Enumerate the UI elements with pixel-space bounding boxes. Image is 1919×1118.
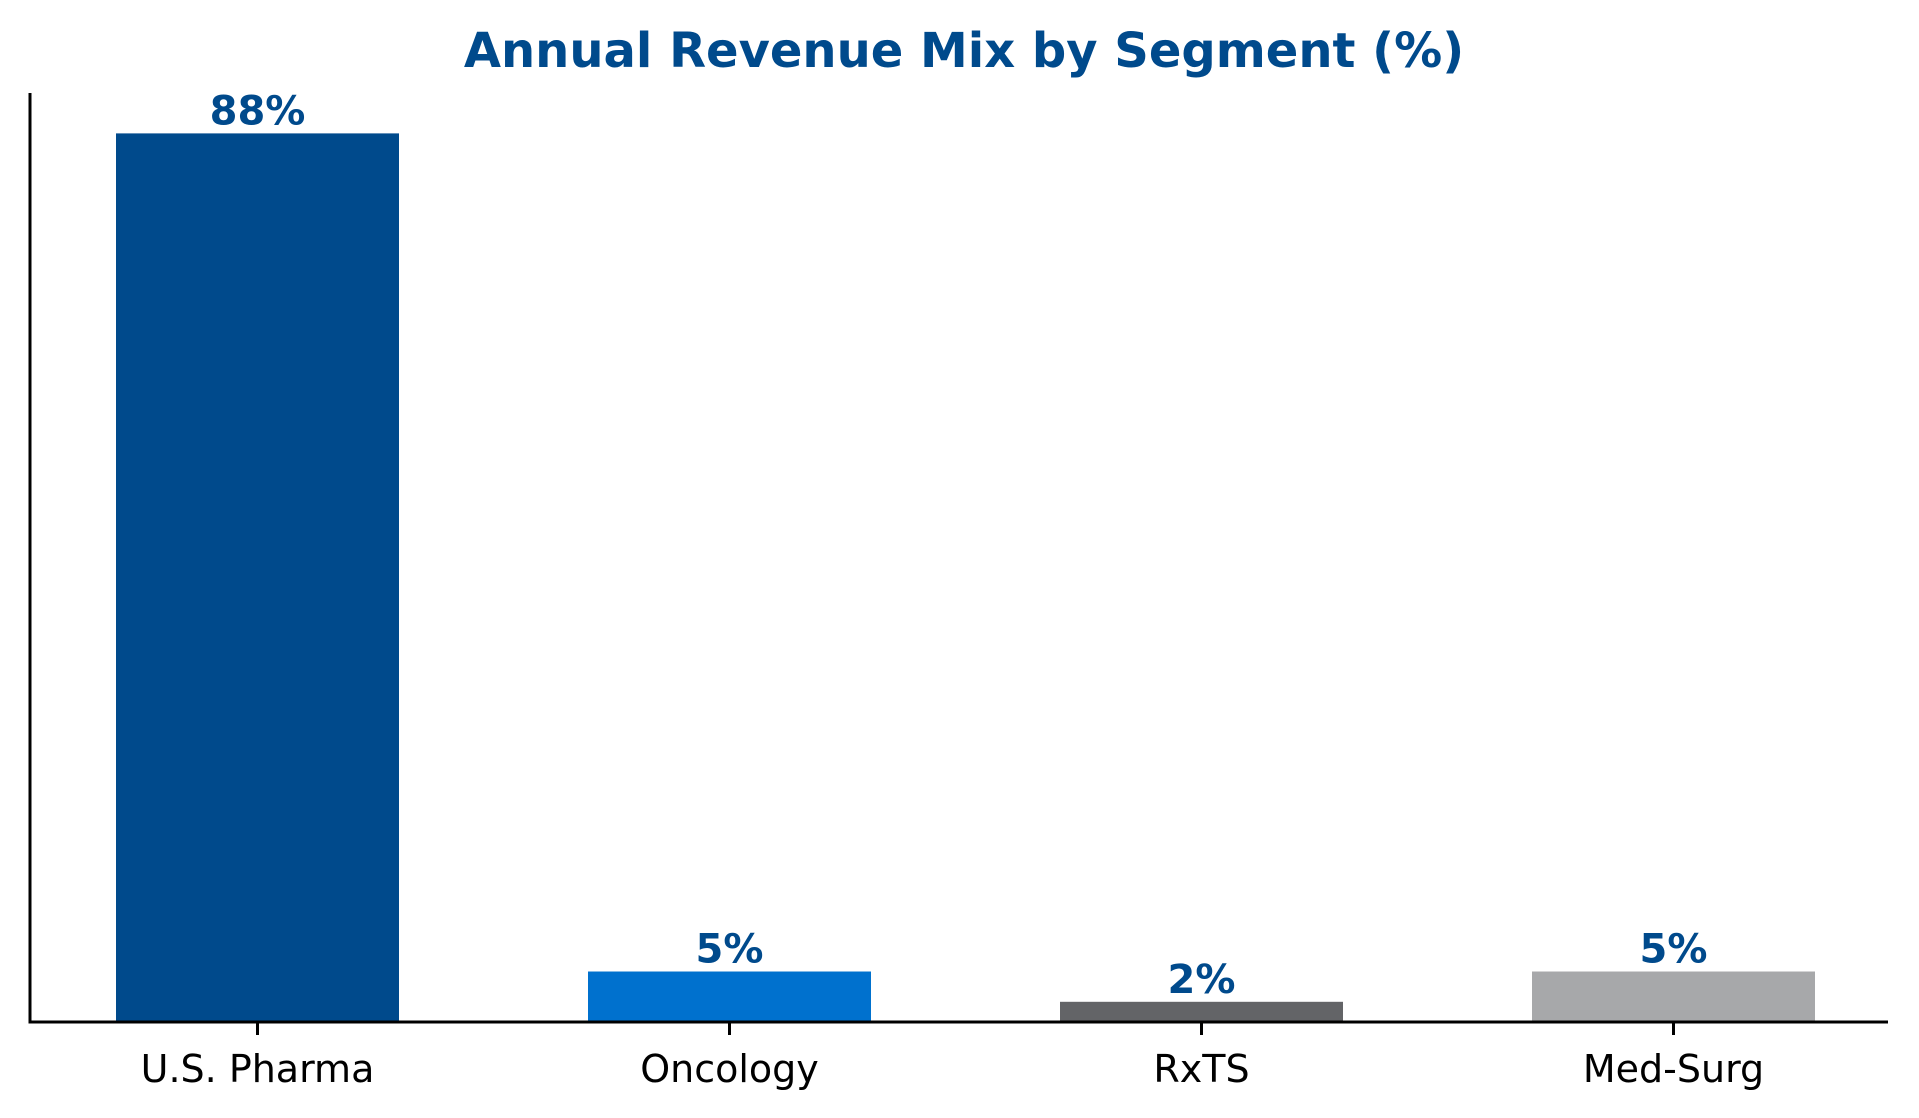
- value-label: 88%: [210, 88, 306, 134]
- x-tick-labels-group: U.S. Pharma Oncology RxTS Med-Surg: [141, 1047, 1765, 1091]
- x-tick-label: U.S. Pharma: [141, 1047, 375, 1091]
- value-label: 5%: [1640, 927, 1708, 973]
- bar-rxts: [1060, 1001, 1343, 1022]
- bar-med-surg: [1532, 971, 1815, 1022]
- x-tick-label: RxTS: [1153, 1047, 1249, 1091]
- value-labels-group: 88% 5% 2% 5%: [210, 88, 1708, 1002]
- x-tick-label: Med-Surg: [1583, 1047, 1764, 1091]
- value-label: 5%: [696, 927, 764, 973]
- x-tick-label: Oncology: [640, 1047, 819, 1091]
- bars-group: [116, 133, 1815, 1023]
- bar-u-s-pharma: [116, 133, 399, 1023]
- chart-title: Annual Revenue Mix by Segment (%): [464, 23, 1464, 79]
- value-label: 2%: [1168, 957, 1236, 1003]
- bar-oncology: [588, 971, 871, 1022]
- x-ticks-group: [256, 1022, 1675, 1035]
